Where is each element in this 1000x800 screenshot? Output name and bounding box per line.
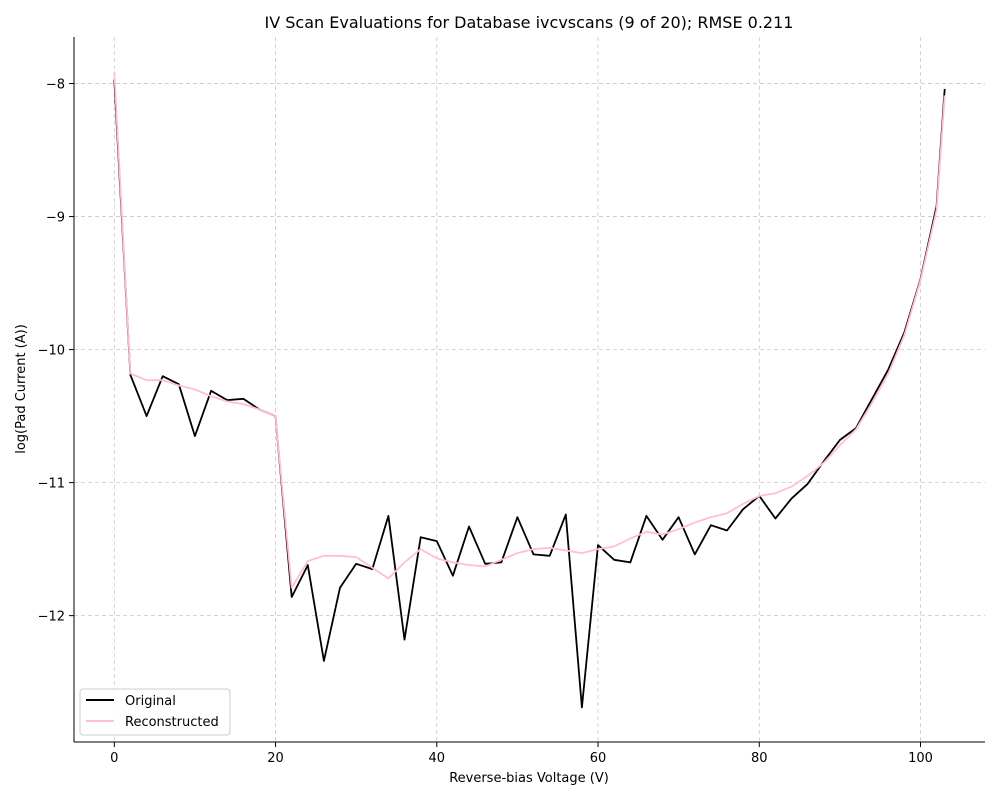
- axes-layer: [73, 37, 985, 743]
- y-tick-label: −12: [38, 610, 65, 625]
- x-tick-label: 60: [590, 751, 607, 766]
- ticks-layer: 0 20 40 60 80 100 −12 −11 −10 −9 −8: [38, 78, 933, 766]
- y-tick-label: −11: [38, 477, 65, 492]
- legend-label-original: Original: [125, 694, 176, 709]
- series-line-reconstructed: [113, 71, 946, 589]
- legend: Original Reconstructed: [79, 688, 231, 736]
- legend-label-reconstructed: Reconstructed: [125, 715, 219, 730]
- y-tick-label: −8: [46, 78, 65, 93]
- series-layer: [113, 71, 946, 709]
- x-tick-label: 20: [267, 751, 284, 766]
- y-axis-title: log(Pad Current (A)): [14, 324, 29, 454]
- y-tick-label: −10: [38, 344, 65, 359]
- chart-title: IV Scan Evaluations for Database ivcvsca…: [265, 13, 794, 32]
- x-tick-label: 0: [110, 751, 118, 766]
- series-line-original: [113, 79, 946, 709]
- legend-box: [79, 688, 231, 736]
- x-tick-label: 100: [908, 751, 933, 766]
- grid-layer: [74, 37, 985, 742]
- x-tick-label: 40: [429, 751, 446, 766]
- y-tick-label: −9: [46, 211, 65, 226]
- x-tick-label: 80: [751, 751, 768, 766]
- x-axis-title: Reverse-bias Voltage (V): [449, 771, 609, 786]
